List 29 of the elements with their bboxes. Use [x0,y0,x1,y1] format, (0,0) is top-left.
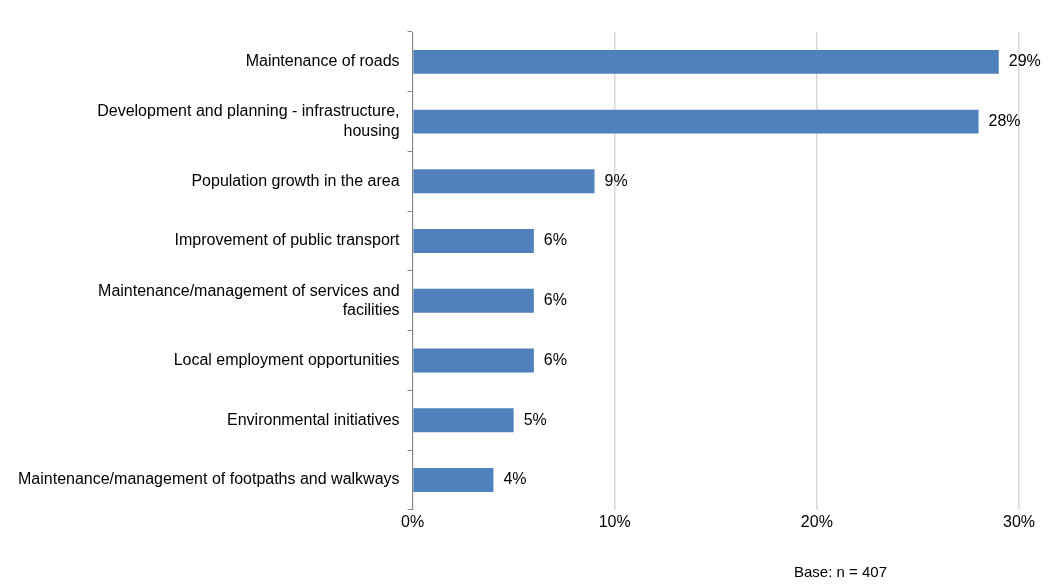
x-tick-label: 0% [401,512,425,530]
y-tick-label: Improvement of public transport [174,231,401,249]
y-tick-label: Local employment opportunities [173,350,400,368]
y-tick-label: Maintenance/management of services and facilities [98,281,400,318]
data-label: 6% [543,231,567,249]
bar [413,467,494,492]
x-tick-label: 30% [1002,512,1036,530]
data-label: 9% [604,171,628,189]
data-label: 6% [543,291,567,309]
data-label: 29% [1008,52,1041,70]
bar [413,229,534,253]
bar [413,49,999,74]
bar [413,348,534,373]
data-label: 28% [988,111,1021,129]
y-tick-label: Development and planning - infrastructure, housing [97,102,400,139]
y-tick-label: Population growth in the area [191,171,400,189]
data-label: 4% [503,470,527,488]
y-tick-label: Maintenance/management of footpaths and walkways [18,470,400,488]
bar [413,169,595,194]
text: Base: n = 407 [794,563,887,581]
data-label: 6% [543,350,567,368]
x-tick-label: 20% [800,512,833,530]
y-tick-label: Maintenance of roads [245,52,400,70]
bar [413,288,534,313]
x-tick-label: 10% [598,512,631,530]
data-label: 5% [523,410,547,428]
y-tick-label: Environmental initiatives [227,410,400,428]
bar [413,109,979,134]
bar [413,408,514,433]
